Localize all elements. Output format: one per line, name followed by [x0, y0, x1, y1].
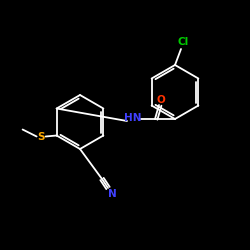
- Text: N: N: [108, 189, 116, 199]
- Text: HN: HN: [124, 113, 142, 123]
- Text: O: O: [156, 95, 166, 105]
- Text: S: S: [37, 132, 44, 142]
- Text: Cl: Cl: [178, 37, 189, 47]
